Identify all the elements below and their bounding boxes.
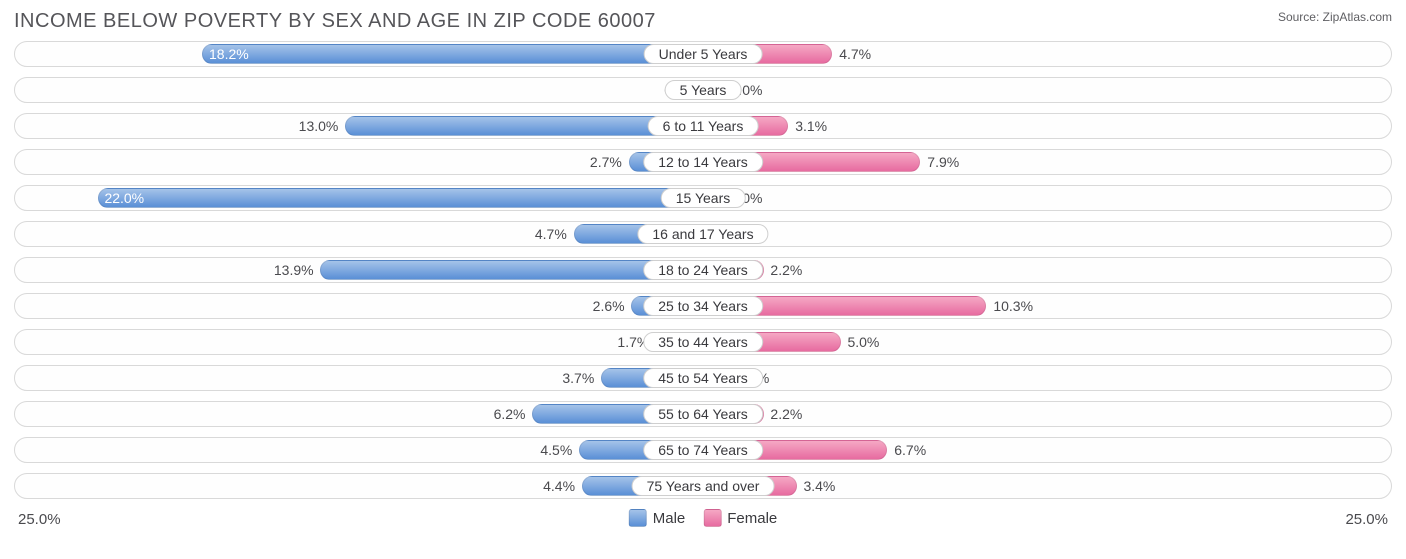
chart-row: 2.6% 10.3% 25 to 34 Years: [14, 293, 1392, 319]
male-value-label: 4.4%: [543, 474, 575, 500]
male-value-label: 2.6%: [593, 294, 625, 320]
chart-row: 0.0%0.0%5 Years: [14, 77, 1392, 103]
category-pill: 25 to 34 Years: [643, 296, 763, 316]
chart-row: 2.7% 7.9% 12 to 14 Years: [14, 149, 1392, 175]
male-value-label: 13.0%: [299, 114, 339, 140]
category-pill: 16 and 17 Years: [637, 224, 768, 244]
chart-row: 3.7%1.0%45 to 54 Years: [14, 365, 1392, 391]
female-value-label: 10.3%: [993, 294, 1033, 320]
female-value-label: 7.9%: [927, 150, 959, 176]
category-pill: 65 to 74 Years: [643, 440, 763, 460]
axis-max-right: 25.0%: [1345, 511, 1388, 528]
chart-row: 13.0% 3.1% 6 to 11 Years: [14, 113, 1392, 139]
category-pill: 45 to 54 Years: [643, 368, 763, 388]
chart-row: 13.9% 2.2% 18 to 24 Years: [14, 257, 1392, 283]
category-pill: 75 Years and over: [632, 476, 775, 496]
chart-title: INCOME BELOW POVERTY BY SEX AND AGE IN Z…: [14, 10, 656, 33]
male-bar: [98, 188, 703, 208]
chart-footer: 25.0% Male Female 25.0%: [14, 509, 1392, 533]
chart-row: 4.5% 6.7% 65 to 74 Years: [14, 437, 1392, 463]
male-value-label: 4.5%: [540, 438, 572, 464]
category-pill: 15 Years: [661, 188, 746, 208]
legend-item-male: Male: [629, 509, 686, 527]
category-pill: 55 to 64 Years: [643, 404, 763, 424]
category-pill: 12 to 14 Years: [643, 152, 763, 172]
chart-row: 4.4% 3.4% 75 Years and over: [14, 473, 1392, 499]
legend: Male Female: [629, 509, 778, 527]
legend-label-female: Female: [727, 510, 777, 527]
category-pill: 6 to 11 Years: [648, 116, 759, 136]
female-value-label: 3.4%: [803, 474, 835, 500]
male-bar: [202, 44, 703, 64]
chart-source: Source: ZipAtlas.com: [1278, 10, 1392, 24]
male-value-label: 2.7%: [590, 150, 622, 176]
legend-swatch-male: [629, 509, 647, 527]
male-value-label: 13.9%: [274, 258, 314, 284]
male-value-label: 3.7%: [562, 366, 594, 392]
legend-swatch-female: [703, 509, 721, 527]
chart-row: 4.7%0.0%16 and 17 Years: [14, 221, 1392, 247]
female-value-label: 6.7%: [894, 438, 926, 464]
category-pill: 5 Years: [665, 80, 742, 100]
male-value-label: 6.2%: [494, 402, 526, 428]
category-pill: Under 5 Years: [644, 44, 763, 64]
category-pill: 35 to 44 Years: [643, 332, 763, 352]
male-value-label: 4.7%: [535, 222, 567, 248]
female-value-label: 3.1%: [795, 114, 827, 140]
chart-row: 1.7%5.0%35 to 44 Years: [14, 329, 1392, 355]
chart-row: 6.2% 2.2% 55 to 64 Years: [14, 401, 1392, 427]
category-pill: 18 to 24 Years: [643, 260, 763, 280]
male-value-label: 22.0%: [104, 186, 144, 212]
legend-item-female: Female: [703, 509, 777, 527]
chart-area: 18.2% 4.7% Under 5 Years 0.0%0.0%5 Years 13.…: [14, 41, 1392, 499]
legend-label-male: Male: [653, 510, 686, 527]
female-value-label: 2.2%: [770, 402, 802, 428]
female-value-label: 2.2%: [770, 258, 802, 284]
chart-row: 22.0%0.0%15 Years: [14, 185, 1392, 211]
axis-max-left: 25.0%: [18, 511, 61, 528]
male-value-label: 18.2%: [209, 42, 249, 68]
female-value-label: 5.0%: [847, 330, 879, 356]
female-value-label: 4.7%: [839, 42, 871, 68]
chart-row: 18.2% 4.7% Under 5 Years: [14, 41, 1392, 67]
